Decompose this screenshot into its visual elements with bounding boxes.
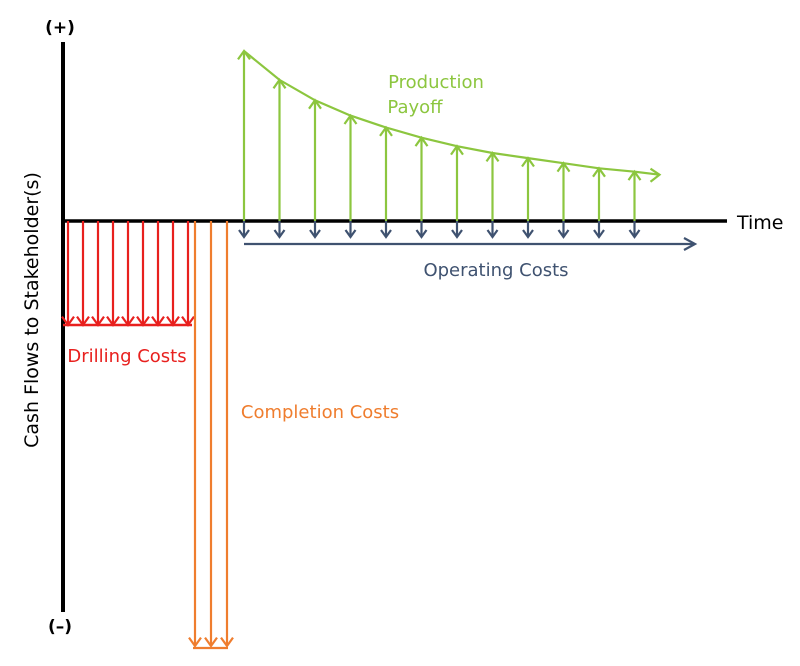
operating-cost-arrow-head [238,229,250,239]
operating-cost-timeline-head [683,237,698,251]
operating-cost-arrow-head [380,229,392,239]
completion-cost-arrow-head [188,636,202,648]
y-axis-title: Cash Flows to Stakeholder(s) [21,172,43,448]
operating-costs-label: Operating Costs [423,260,568,281]
operating-cost-arrow-head [273,229,286,239]
y-negative-label: (–) [48,617,72,637]
operating-cost-arrow-head [522,229,534,239]
operating-cost-arrow-head [557,229,570,239]
completion-cost-arrow-head [220,636,234,648]
completion-cost-arrow-head [204,636,218,648]
operating-cost-arrow-head [415,229,428,239]
operating-cost-arrow-head [344,229,357,239]
production-decay-curve-head [649,167,662,183]
production-decay-curve [243,50,660,176]
operating-cost-arrow-head [593,229,605,239]
drilling-costs-label: Drilling Costs [67,346,186,367]
production-label-line-2: Payoff [387,97,443,118]
cash-flow-arrows [61,49,698,650]
operating-cost-arrow-head [451,229,463,239]
operating-cost-arrow-head [486,229,499,239]
production-label-line-1: Production [388,72,484,93]
operating-cost-arrow-head [309,229,321,239]
y-positive-label: (+) [45,18,75,38]
completion-costs-label: Completion Costs [241,402,399,423]
x-axis-title: Time [736,212,784,234]
operating-cost-arrow-head [628,229,641,239]
